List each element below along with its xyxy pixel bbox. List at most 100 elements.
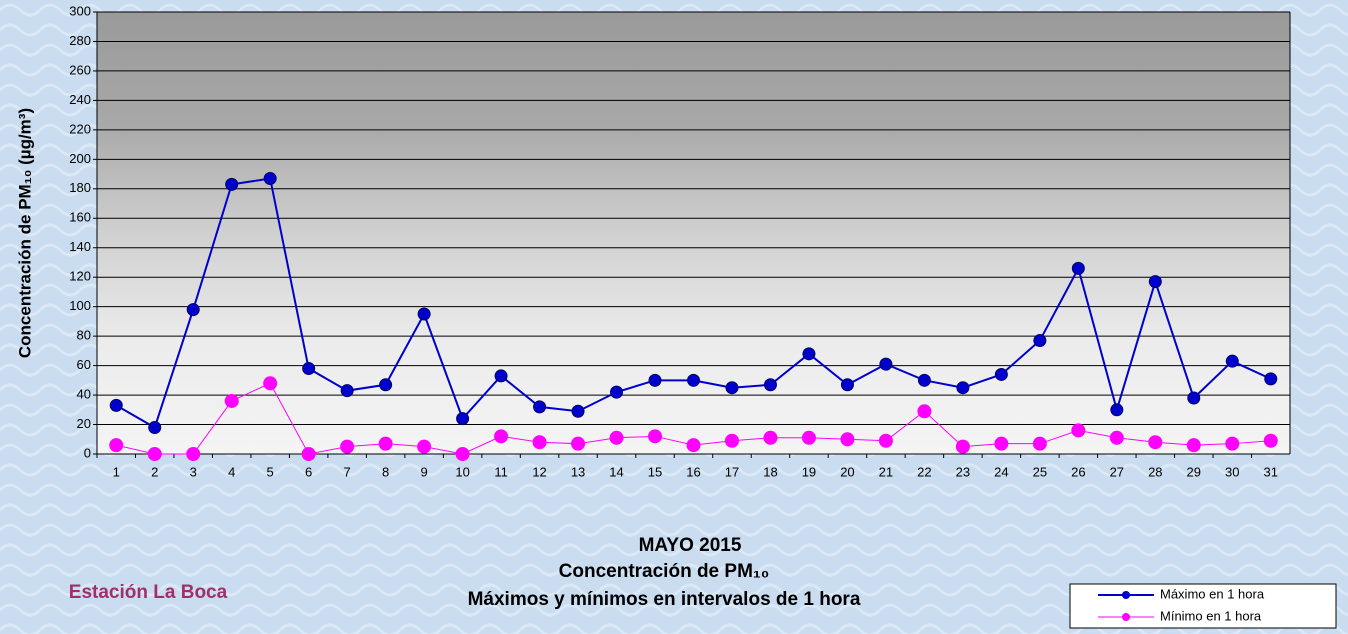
point — [1226, 355, 1238, 367]
point — [1110, 431, 1123, 444]
x-tick-label: 29 — [1187, 464, 1201, 479]
point — [341, 440, 354, 453]
point — [1265, 373, 1277, 385]
y-tick-label: 200 — [69, 151, 91, 166]
y-tick-label: 120 — [69, 269, 91, 284]
x-tick-label: 15 — [648, 464, 662, 479]
point — [1187, 439, 1200, 452]
point — [803, 348, 815, 360]
x-tick-label: 24 — [994, 464, 1008, 479]
point — [725, 434, 738, 447]
point — [841, 379, 853, 391]
x-tick-label: 10 — [455, 464, 469, 479]
point — [764, 379, 776, 391]
x-tick-label: 20 — [840, 464, 854, 479]
legend-marker — [1122, 591, 1130, 599]
point — [110, 439, 123, 452]
point — [149, 421, 161, 433]
point — [764, 431, 777, 444]
point — [418, 440, 431, 453]
point — [457, 413, 469, 425]
point — [918, 374, 930, 386]
y-tick-label: 140 — [69, 239, 91, 254]
point — [880, 358, 892, 370]
y-tick-label: 80 — [77, 328, 91, 343]
point — [264, 172, 276, 184]
point — [995, 437, 1008, 450]
x-tick-label: 21 — [879, 464, 893, 479]
station-label: Estación La Boca — [69, 582, 228, 603]
point — [1072, 262, 1084, 274]
point — [1226, 437, 1239, 450]
point — [1149, 436, 1162, 449]
x-tick-label: 6 — [305, 464, 312, 479]
y-tick-label: 100 — [69, 298, 91, 313]
x-tick-label: 23 — [956, 464, 970, 479]
x-tick-label: 7 — [344, 464, 351, 479]
chart-title: Concentración de PM₁₀ — [559, 561, 770, 582]
point — [187, 304, 199, 316]
x-tick-label: 12 — [532, 464, 546, 479]
point — [956, 440, 969, 453]
chart-title: MAYO 2015 — [639, 535, 742, 556]
point — [802, 431, 815, 444]
point — [110, 399, 122, 411]
point — [533, 436, 546, 449]
x-tick-label: 17 — [725, 464, 739, 479]
x-tick-label: 31 — [1264, 464, 1278, 479]
x-tick-label: 11 — [494, 464, 508, 479]
point — [649, 430, 662, 443]
point — [341, 385, 353, 397]
point — [379, 437, 392, 450]
point — [841, 433, 854, 446]
point — [1264, 434, 1277, 447]
x-tick-label: 16 — [686, 464, 700, 479]
y-tick-label: 160 — [69, 210, 91, 225]
y-tick-label: 60 — [77, 357, 91, 372]
point — [572, 405, 584, 417]
x-tick-label: 5 — [267, 464, 274, 479]
x-tick-label: 1 — [113, 464, 120, 479]
x-tick-label: 8 — [382, 464, 389, 479]
point — [1033, 437, 1046, 450]
point — [302, 448, 315, 461]
point — [726, 382, 738, 394]
point — [495, 430, 508, 443]
point — [225, 394, 238, 407]
point — [1111, 404, 1123, 416]
x-tick-label: 4 — [228, 464, 235, 479]
x-tick-label: 30 — [1225, 464, 1239, 479]
point — [495, 370, 507, 382]
legend-label: Máximo en 1 hora — [1160, 586, 1265, 601]
point — [687, 439, 700, 452]
point — [918, 405, 931, 418]
x-tick-label: 18 — [763, 464, 777, 479]
chart: MAYO 2015 Concentración de PM₁₀ Máximos … — [0, 0, 1348, 634]
point — [995, 368, 1007, 380]
point — [380, 379, 392, 391]
y-tick-label: 240 — [69, 92, 91, 107]
point — [611, 386, 623, 398]
y-tick-label: 40 — [77, 387, 91, 402]
x-tick-label: 28 — [1148, 464, 1162, 479]
x-tick-label: 14 — [609, 464, 623, 479]
x-tick-label: 19 — [802, 464, 816, 479]
point — [148, 448, 161, 461]
x-tick-label: 3 — [190, 464, 197, 479]
y-tick-label: 300 — [69, 3, 91, 18]
point — [649, 374, 661, 386]
y-tick-label: 260 — [69, 62, 91, 77]
y-tick-label: 280 — [69, 33, 91, 48]
point — [1188, 392, 1200, 404]
x-tick-label: 2 — [151, 464, 158, 479]
y-tick-label: 20 — [77, 416, 91, 431]
point — [187, 448, 200, 461]
y-tick-label: 180 — [69, 180, 91, 195]
y-tick-label: 0 — [84, 445, 91, 460]
x-tick-label: 25 — [1033, 464, 1047, 479]
point — [1149, 276, 1161, 288]
x-tick-label: 27 — [1110, 464, 1124, 479]
legend-label: Mínimo en 1 hora — [1160, 608, 1262, 623]
point — [879, 434, 892, 447]
y-axis-label: Concentración de PM₁₀ (µg/m³) — [15, 108, 34, 358]
